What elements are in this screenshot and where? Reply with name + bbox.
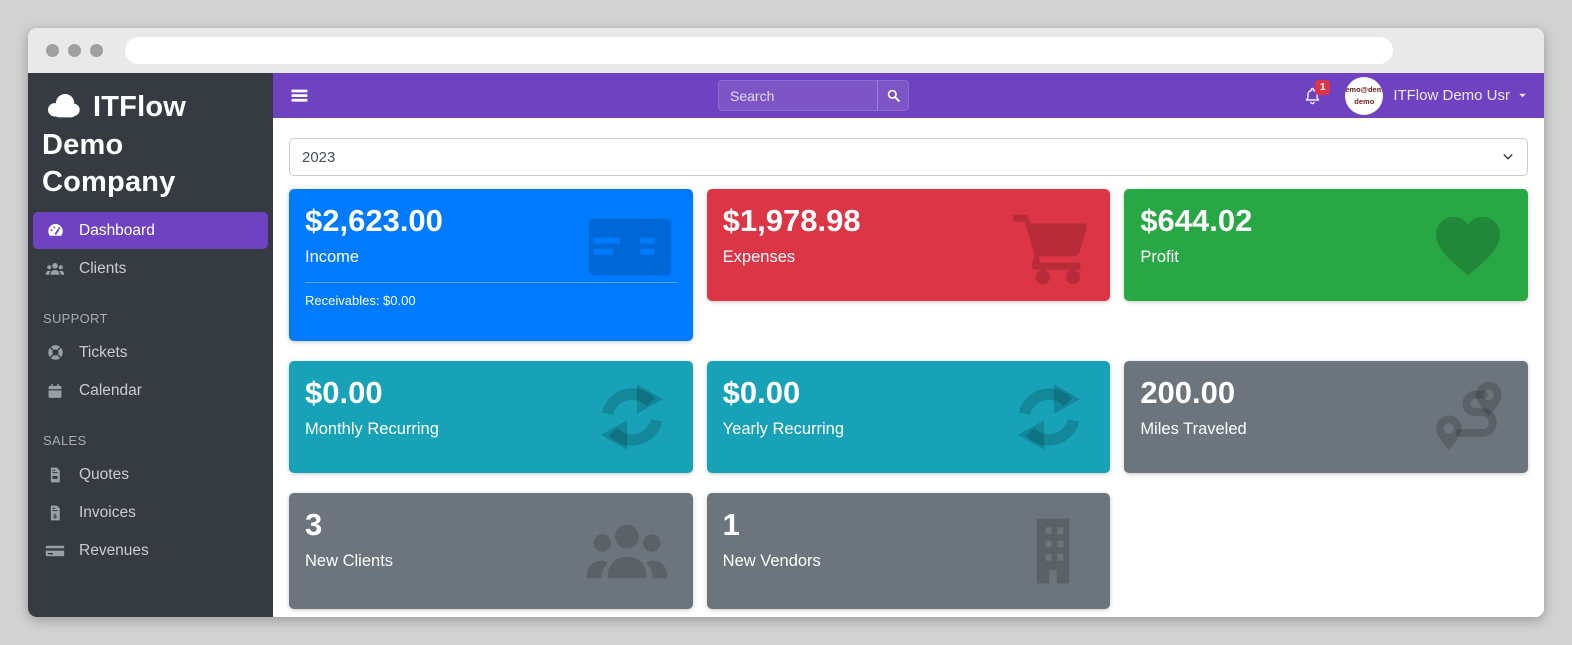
sidebar-item-label: Dashboard <box>79 221 155 239</box>
menu-toggle-button[interactable] <box>289 85 310 106</box>
cloud-icon <box>48 94 80 118</box>
window-control-dot[interactable] <box>90 44 103 57</box>
brand[interactable]: ITFlow Demo Company <box>33 81 268 212</box>
users-icon <box>43 259 67 279</box>
card-value: 1 <box>722 507 740 542</box>
sidebar-item-label: Invoices <box>79 503 136 521</box>
card-new-vendors[interactable]: 1 New Vendors <box>706 493 1111 609</box>
notification-badge: 1 <box>1315 79 1331 95</box>
browser-toolbar <box>28 28 1544 73</box>
svg-text:$: $ <box>53 512 57 519</box>
sync-icon <box>1018 384 1081 450</box>
sidebar-item-invoices[interactable]: $ Invoices <box>33 494 268 531</box>
caret-down-icon <box>1519 93 1526 98</box>
sidebar-item-label: Quotes <box>79 465 129 483</box>
file-invoice-dollar-icon: $ <box>43 504 67 522</box>
user-name: ITFlow Demo Usr <box>1393 87 1510 104</box>
year-select[interactable]: 2023 <box>289 138 1528 176</box>
route-icon <box>1435 381 1502 450</box>
card-value: $0.00 <box>722 375 801 410</box>
file-invoice-icon <box>43 466 67 484</box>
calendar-icon <box>43 382 67 400</box>
sidebar-item-label: Revenues <box>79 541 149 559</box>
sidebar-heading-sales: SALES <box>43 433 87 449</box>
credit-card-icon <box>588 218 671 276</box>
card-label: Expenses <box>722 248 796 267</box>
card-yearly-recurring[interactable]: $0.00 Yearly Recurring <box>706 361 1111 473</box>
search-button[interactable] <box>877 81 908 110</box>
sidebar-heading-support: SUPPORT <box>43 311 108 327</box>
card-label: Income <box>305 248 360 267</box>
building-icon <box>1037 518 1070 584</box>
shopping-cart-icon <box>1013 214 1088 285</box>
bell-icon <box>1305 87 1320 104</box>
avatar-text: demo@demo <box>1345 85 1384 95</box>
card-miles-traveled[interactable]: 200.00 Miles Traveled <box>1124 361 1528 473</box>
card-label: New Vendors <box>722 552 821 571</box>
sidebar-item-clients[interactable]: Clients <box>33 250 268 287</box>
tachometer-icon <box>43 221 67 240</box>
users-icon <box>586 524 667 579</box>
bars-icon <box>291 89 308 102</box>
card-label: Yearly Recurring <box>722 420 845 439</box>
search-icon <box>887 89 900 102</box>
brand-label: ITFlow Demo Company <box>42 91 187 199</box>
card-label: Profit <box>1140 248 1179 267</box>
sync-icon <box>600 384 663 450</box>
search-form <box>718 80 909 111</box>
card-value: $2,623.00 <box>305 203 443 238</box>
notifications-button[interactable]: 1 <box>1302 79 1331 107</box>
window-controls <box>46 44 103 57</box>
sidebar-item-label: Calendar <box>79 381 142 399</box>
card-expenses[interactable]: $1,978.98 Expenses <box>706 189 1111 301</box>
card-new-clients[interactable]: 3 New Clients <box>289 493 693 609</box>
sidebar-item-quotes[interactable]: Quotes <box>33 456 268 493</box>
card-income[interactable]: $2,623.00 Income Receivables: $0.00 <box>289 189 693 341</box>
card-value: $0.00 <box>305 375 383 410</box>
user-dropdown[interactable]: ITFlow Demo Usr <box>1393 87 1528 104</box>
sidebar-item-revenues[interactable]: Revenues <box>33 532 268 569</box>
sidebar-item-label: Clients <box>79 259 127 277</box>
card-footer: Receivables: $0.00 <box>305 282 677 308</box>
card-label: Monthly Recurring <box>305 420 439 439</box>
card-value: 200.00 <box>1140 375 1236 410</box>
address-bar[interactable] <box>125 37 1393 64</box>
card-label: Miles Traveled <box>1140 420 1247 439</box>
window-control-dot[interactable] <box>68 44 81 57</box>
card-label: New Clients <box>305 552 394 571</box>
dashboard-content: 2023 $2,623.00 Income Receivables: $0.00… <box>273 118 1544 617</box>
browser-window: ITFlow Demo Company Dashboard Clients SU… <box>28 28 1544 617</box>
card-monthly-recurring[interactable]: $0.00 Monthly Recurring <box>289 361 693 473</box>
card-profit[interactable]: $644.02 Profit <box>1124 189 1528 301</box>
top-navbar: 1 demo@demo demo ITFlow Demo Usr <box>273 73 1544 118</box>
sidebar-item-label: Tickets <box>79 343 128 361</box>
sidebar: ITFlow Demo Company Dashboard Clients SU… <box>28 73 273 617</box>
card-value: 3 <box>305 507 323 542</box>
avatar[interactable]: demo@demo demo <box>1345 76 1384 115</box>
sidebar-item-tickets[interactable]: Tickets <box>33 334 268 371</box>
heart-icon <box>1436 216 1500 276</box>
search-input[interactable] <box>719 81 877 110</box>
credit-card-icon <box>43 541 67 561</box>
life-ring-icon <box>43 343 67 362</box>
card-value: $1,978.98 <box>722 203 861 238</box>
avatar-text: demo <box>1354 96 1375 106</box>
window-control-dot[interactable] <box>46 44 59 57</box>
sidebar-item-calendar[interactable]: Calendar <box>33 372 268 409</box>
card-value: $644.02 <box>1140 203 1253 238</box>
sidebar-item-dashboard[interactable]: Dashboard <box>33 212 268 250</box>
